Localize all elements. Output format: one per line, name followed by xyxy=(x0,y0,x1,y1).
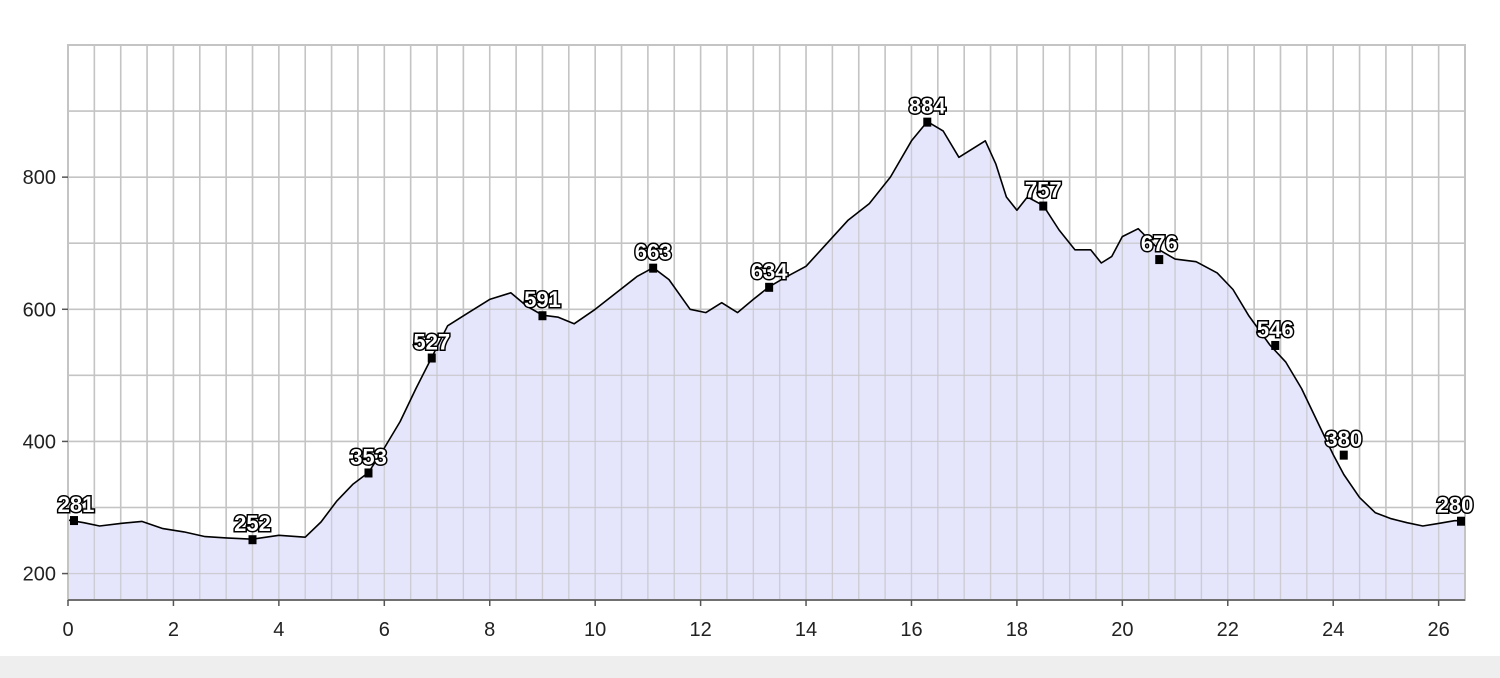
y-tick-label: 200 xyxy=(23,564,56,586)
elevation-marker xyxy=(1039,201,1048,211)
x-tick-label: 20 xyxy=(1111,619,1133,641)
elevation-marker xyxy=(765,282,774,292)
x-tick-label: 24 xyxy=(1322,619,1344,641)
elevation-marker xyxy=(1457,516,1465,526)
elevation-marker-label: 591 xyxy=(524,287,561,312)
y-tick-label: 400 xyxy=(23,431,56,453)
x-tick-label: 14 xyxy=(795,619,817,641)
elevation-area-fill xyxy=(68,121,1465,600)
elevation-marker-label: 280 xyxy=(1437,493,1474,518)
elevation-marker xyxy=(70,516,78,526)
elevation-marker-label: 676 xyxy=(1141,231,1178,256)
elevation-marker-label: 757 xyxy=(1025,178,1062,203)
x-tick-label: 18 xyxy=(1006,619,1028,641)
chart-area-layer xyxy=(67,44,1466,600)
elevation-marker-label: 281 xyxy=(58,492,95,517)
chart-markers: 281 252 353 527 591 663 634 884 757 676 546 380 280 xyxy=(56,92,1475,545)
elevation-marker-label: 634 xyxy=(751,259,788,284)
x-tick-label: 26 xyxy=(1428,619,1450,641)
x-tick-label: 0 xyxy=(62,619,73,641)
elevation-marker xyxy=(1271,340,1280,350)
elevation-marker-label: 884 xyxy=(909,94,946,119)
elevation-marker xyxy=(538,311,547,321)
x-tick-label: 22 xyxy=(1217,619,1239,641)
elevation-marker xyxy=(649,263,658,273)
x-tick-label: 2 xyxy=(168,619,179,641)
footer-bar xyxy=(0,656,1500,678)
elevation-marker xyxy=(248,535,257,545)
elevation-marker xyxy=(1339,450,1348,460)
elevation-marker xyxy=(427,353,436,363)
elevation-marker-label: 380 xyxy=(1325,427,1362,452)
elevation-profile-line xyxy=(67,120,1465,540)
x-tick-label: 6 xyxy=(379,619,390,641)
x-tick-label: 10 xyxy=(584,619,606,641)
elevation-marker xyxy=(923,117,932,127)
elevation-marker-label: 663 xyxy=(635,240,672,265)
x-tick-label: 12 xyxy=(689,619,711,641)
elevation-marker-label: 353 xyxy=(350,444,387,469)
y-tick-label: 600 xyxy=(23,299,56,321)
x-tick-label: 4 xyxy=(273,619,284,641)
y-tick-label: 800 xyxy=(23,167,56,189)
elevation-marker xyxy=(364,468,373,478)
elevation-marker-label: 527 xyxy=(413,330,450,355)
x-tick-label: 16 xyxy=(900,619,922,641)
elevation-marker-label: 546 xyxy=(1257,317,1294,342)
x-tick-label: 8 xyxy=(484,619,495,641)
elevation-marker-label: 252 xyxy=(234,511,271,536)
elevation-marker xyxy=(1155,255,1164,265)
